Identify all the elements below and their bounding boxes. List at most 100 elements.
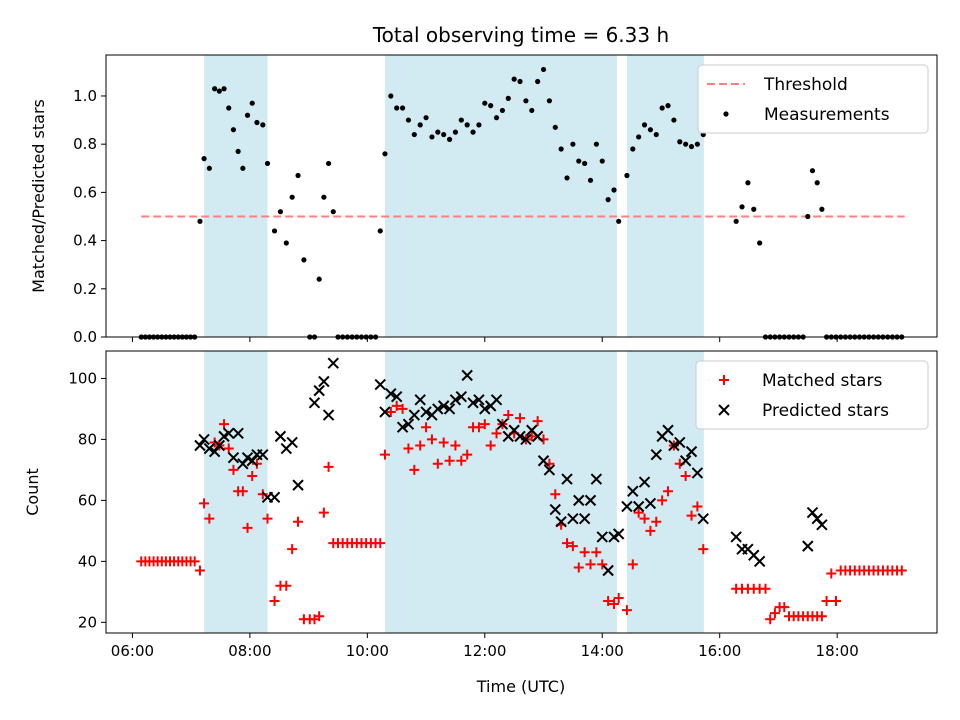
data-point xyxy=(624,172,630,179)
data-point xyxy=(605,197,611,203)
data-point xyxy=(464,122,470,128)
data-point xyxy=(240,165,246,171)
data-point xyxy=(562,538,573,549)
data-point xyxy=(745,180,751,186)
data-point xyxy=(627,559,638,570)
data-point xyxy=(408,409,421,421)
data-point xyxy=(396,421,409,433)
data-point xyxy=(318,375,330,388)
data-point xyxy=(691,467,704,479)
data-point xyxy=(680,470,691,481)
data-point xyxy=(206,165,212,171)
data-point xyxy=(558,146,564,152)
data-point xyxy=(462,449,473,460)
observing-window-2 xyxy=(384,351,617,633)
data-point xyxy=(467,397,479,409)
data-point xyxy=(686,510,697,521)
legend-marker xyxy=(723,111,729,117)
data-point xyxy=(155,334,161,340)
data-point xyxy=(340,334,346,340)
data-point xyxy=(611,187,617,193)
y-tick-label: 0.6 xyxy=(73,183,97,201)
data-point xyxy=(197,218,203,224)
data-point xyxy=(485,440,496,451)
data-point xyxy=(450,440,461,451)
data-point xyxy=(833,334,839,340)
data-point xyxy=(842,334,848,340)
y-tick-label: 0.2 xyxy=(73,280,97,298)
data-point xyxy=(349,334,355,340)
legend-marker xyxy=(719,375,729,385)
data-point xyxy=(456,455,467,466)
data-point xyxy=(760,583,771,594)
data-point xyxy=(896,565,907,576)
data-point xyxy=(578,512,591,525)
x-tick-label: 12:00 xyxy=(463,642,506,660)
data-point xyxy=(779,602,790,613)
data-point xyxy=(264,160,271,167)
data-point xyxy=(444,455,455,466)
data-point xyxy=(314,611,325,622)
data-point xyxy=(688,143,695,150)
data-point xyxy=(150,334,157,340)
data-point xyxy=(838,334,844,340)
data-point xyxy=(531,430,544,443)
data-point xyxy=(584,494,597,507)
data-point xyxy=(821,595,832,606)
data-point xyxy=(358,334,365,340)
data-point xyxy=(292,479,304,491)
data-point xyxy=(683,141,689,147)
data-point xyxy=(514,430,526,443)
data-point xyxy=(199,498,210,509)
data-point xyxy=(183,334,190,340)
data-point xyxy=(567,512,579,525)
data-point xyxy=(446,136,453,142)
data-point xyxy=(875,334,881,340)
data-point xyxy=(301,257,307,263)
data-point xyxy=(390,391,403,403)
data-point xyxy=(482,100,488,106)
data-point xyxy=(880,334,886,340)
data-point xyxy=(194,439,206,452)
data-point xyxy=(226,105,232,111)
data-point xyxy=(179,334,185,340)
data-point xyxy=(216,88,222,94)
data-point xyxy=(223,427,235,440)
data-point xyxy=(287,544,298,555)
data-point xyxy=(458,117,464,123)
data-point xyxy=(372,334,379,340)
data-point xyxy=(171,334,177,340)
data-point xyxy=(757,240,763,246)
data-point xyxy=(146,334,153,340)
data-point xyxy=(274,430,287,443)
data-point xyxy=(394,105,400,111)
data-point xyxy=(573,562,584,573)
data-point xyxy=(517,78,523,85)
data-point xyxy=(479,419,490,430)
data-point xyxy=(403,443,414,454)
data-point xyxy=(257,448,269,461)
data-point xyxy=(662,424,674,436)
data-point xyxy=(281,580,292,591)
data-point xyxy=(198,433,210,446)
y-tick-label: 80 xyxy=(78,430,97,448)
data-point xyxy=(212,86,218,92)
data-point xyxy=(698,544,709,555)
data-point xyxy=(286,436,298,449)
data-point xyxy=(593,141,599,147)
data-point xyxy=(679,455,692,467)
data-point xyxy=(767,334,773,340)
data-point xyxy=(397,403,408,414)
data-point xyxy=(219,419,230,430)
plot-frame xyxy=(105,54,938,338)
data-point xyxy=(651,516,662,527)
series-measurements xyxy=(138,66,905,340)
y-tick-label: 0.8 xyxy=(73,135,97,153)
data-point xyxy=(391,400,402,411)
data-point xyxy=(616,218,622,224)
data-point xyxy=(452,129,459,135)
data-point xyxy=(856,334,863,340)
data-point xyxy=(511,76,517,82)
data-point xyxy=(814,180,820,186)
data-point xyxy=(567,541,578,552)
